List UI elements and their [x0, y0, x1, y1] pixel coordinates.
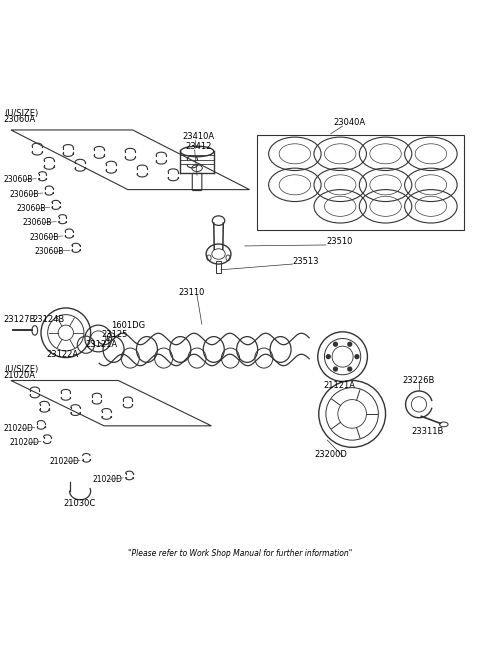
Text: 21020D: 21020D	[92, 475, 122, 483]
Text: 21020D: 21020D	[4, 424, 34, 433]
Text: 23412: 23412	[185, 142, 212, 151]
Text: 21020D: 21020D	[49, 457, 79, 466]
Text: 23110: 23110	[178, 287, 204, 297]
Circle shape	[334, 342, 337, 346]
Text: 23122A: 23122A	[47, 350, 79, 359]
Text: 21020A: 21020A	[4, 371, 36, 380]
Text: 23040A: 23040A	[333, 118, 365, 127]
Text: 21121A: 21121A	[324, 380, 356, 390]
Text: 23121A: 23121A	[85, 340, 117, 349]
Text: 23060A: 23060A	[4, 115, 36, 124]
Text: 23127B: 23127B	[4, 316, 36, 324]
Text: 23510: 23510	[326, 237, 352, 247]
Text: 23060B: 23060B	[4, 175, 33, 184]
Text: 23060B: 23060B	[17, 204, 46, 213]
Text: 21020D: 21020D	[10, 438, 40, 447]
Text: "Please refer to Work Shop Manual for further information": "Please refer to Work Shop Manual for fu…	[128, 549, 352, 558]
Text: 23513: 23513	[292, 256, 319, 266]
Circle shape	[348, 342, 352, 346]
Text: (U/SIZE): (U/SIZE)	[4, 109, 38, 117]
Text: 23060B: 23060B	[29, 233, 59, 241]
Circle shape	[326, 355, 330, 359]
Text: 23125: 23125	[102, 329, 128, 338]
Text: 23060B: 23060B	[10, 190, 39, 199]
Text: 23200D: 23200D	[314, 450, 347, 459]
Text: (U/SIZE): (U/SIZE)	[4, 365, 38, 374]
Circle shape	[334, 367, 337, 371]
Text: 23410A: 23410A	[183, 133, 215, 142]
Text: 23060B: 23060B	[23, 218, 52, 228]
Text: 23124B: 23124B	[33, 316, 65, 324]
Circle shape	[355, 355, 359, 359]
Text: 1601DG: 1601DG	[111, 321, 145, 330]
Text: 21030C: 21030C	[63, 499, 96, 508]
Text: 23311B: 23311B	[412, 427, 444, 436]
Text: 23060B: 23060B	[35, 247, 64, 256]
Text: 23226B: 23226B	[402, 376, 434, 385]
Circle shape	[348, 367, 352, 371]
